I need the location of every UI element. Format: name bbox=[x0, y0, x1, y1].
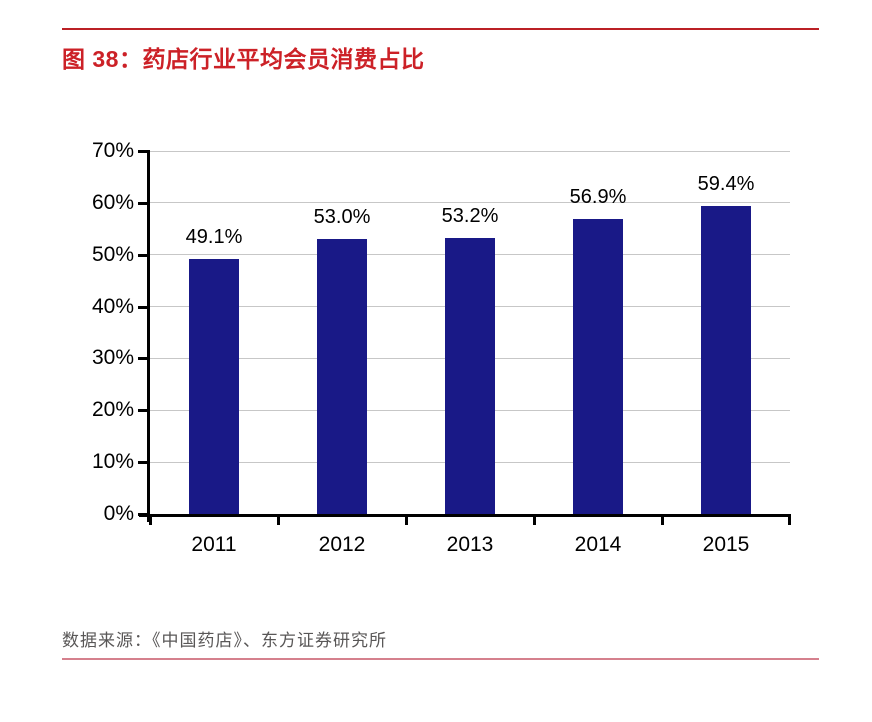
y-axis-line bbox=[147, 151, 150, 522]
x-axis-tick bbox=[405, 514, 408, 525]
bar-value-label: 53.0% bbox=[313, 206, 371, 229]
y-axis-tick bbox=[138, 461, 150, 465]
y-axis-tick bbox=[138, 253, 150, 257]
y-axis-tick-label: 70% bbox=[91, 139, 134, 162]
y-axis-tick bbox=[138, 150, 150, 153]
x-axis-category-label: 2015 bbox=[702, 533, 750, 556]
y-axis-tick bbox=[138, 409, 150, 413]
bar-2013 bbox=[445, 238, 495, 514]
x-axis-category-label: 2014 bbox=[574, 533, 622, 556]
bar-2011 bbox=[189, 259, 239, 514]
y-axis-tick-label: 60% bbox=[91, 190, 134, 214]
x-axis-category-label: 2011 bbox=[191, 533, 237, 556]
bar-value-label: 49.1% bbox=[185, 226, 243, 249]
top-divider-line bbox=[62, 28, 819, 30]
y-axis-tick-label: 20% bbox=[91, 398, 134, 422]
x-axis-tick bbox=[788, 514, 791, 525]
y-axis-tick-label: 30% bbox=[91, 346, 134, 370]
data-source-note: 数据来源：《中国药店》、东方证券研究所 bbox=[62, 631, 387, 650]
figure-title: 图 38：药店行业平均会员消费占比 bbox=[62, 46, 425, 72]
bottom-divider-line bbox=[62, 658, 819, 660]
x-axis-tick bbox=[149, 514, 152, 525]
bar-2012 bbox=[317, 239, 367, 514]
bar-value-label: 56.9% bbox=[569, 185, 627, 208]
gridline bbox=[150, 150, 790, 152]
y-axis-tick-label: 50% bbox=[91, 242, 134, 266]
y-axis-tick-label: 0% bbox=[103, 502, 134, 525]
bar-chart-plot-area: 0% 10% 20% 30% 40% 50% 60% 70% 49.1% 2011 53.0% 201… bbox=[92, 139, 791, 556]
y-axis-tick-label: 40% bbox=[91, 294, 134, 318]
y-axis-tick bbox=[138, 201, 150, 205]
bar-2014 bbox=[573, 218, 623, 514]
x-axis-tick bbox=[277, 514, 280, 525]
x-axis-tick bbox=[661, 514, 664, 525]
gridline bbox=[150, 202, 790, 204]
y-axis-tick-label: 10% bbox=[91, 450, 134, 474]
bar-value-label: 59.4% bbox=[697, 172, 755, 195]
x-axis-tick bbox=[533, 514, 536, 525]
y-axis-tick bbox=[138, 357, 150, 361]
y-axis-tick bbox=[138, 305, 150, 309]
bar-2015 bbox=[701, 205, 751, 514]
x-axis-line bbox=[139, 514, 790, 517]
x-axis-category-label: 2013 bbox=[446, 533, 494, 556]
x-axis-category-label: 2012 bbox=[318, 533, 366, 556]
bar-value-label: 53.2% bbox=[441, 205, 499, 228]
